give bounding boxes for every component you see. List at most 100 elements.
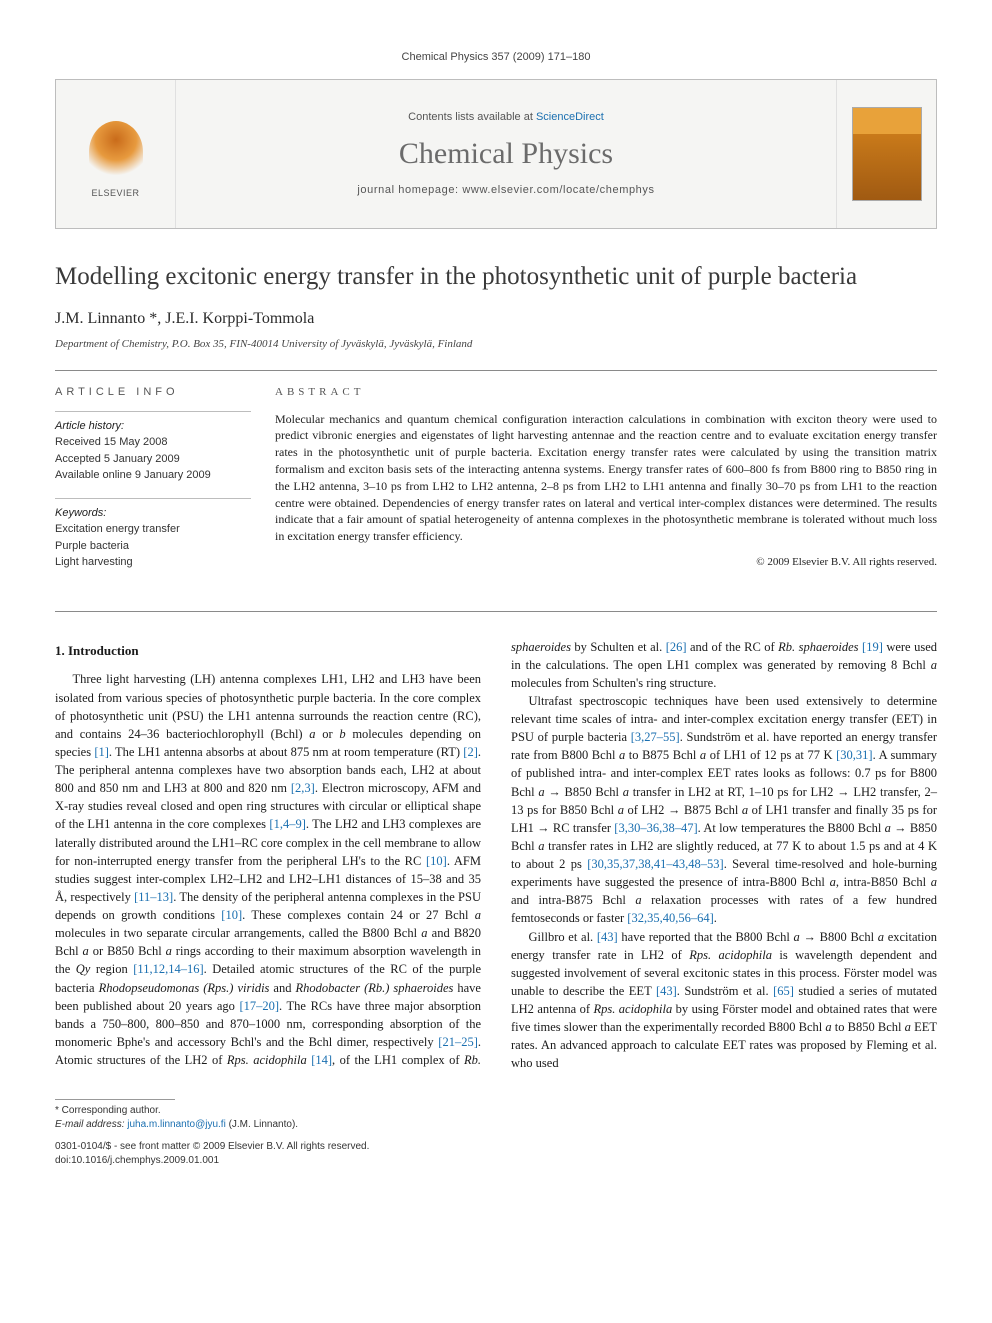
keyword-2: Purple bacteria	[55, 538, 251, 555]
abstract-column: ABSTRACT Molecular mechanics and quantum…	[275, 385, 937, 584]
publisher-name: ELSEVIER	[91, 187, 139, 200]
ref-17[interactable]: [30,35,37,38,41–43,48–53]	[587, 857, 723, 871]
journal-homepage-line: journal homepage: www.elsevier.com/locat…	[357, 183, 654, 198]
ref-11[interactable]: [14]	[311, 1053, 332, 1067]
history-online: Available online 9 January 2009	[55, 467, 251, 484]
abstract-heading: ABSTRACT	[275, 385, 937, 400]
keywords-block: Keywords: Excitation energy transfer Pur…	[55, 505, 251, 571]
p1-ital-qy: Qy	[76, 962, 91, 976]
history-received: Received 15 May 2008	[55, 434, 251, 451]
ref-9[interactable]: [17–20]	[239, 999, 279, 1013]
journal-masthead: ELSEVIER Contents lists available at Sci…	[55, 79, 937, 229]
p1-ital-rb: Rhodobacter (Rb.) sphaeroides	[296, 981, 454, 995]
abstract-copyright: © 2009 Elsevier B.V. All rights reserved…	[275, 555, 937, 570]
journal-homepage-url[interactable]: www.elsevier.com/locate/chemphys	[462, 184, 654, 196]
ref-14[interactable]: [3,27–55]	[631, 730, 680, 744]
running-header: Chemical Physics 357 (2009) 171–180	[55, 50, 937, 65]
doi-line: doi:10.1016/j.chemphys.2009.01.001	[55, 1154, 937, 1168]
ref-18[interactable]: [32,35,40,56–64]	[627, 911, 713, 925]
p3o: and intra-B875 Bchl	[511, 893, 635, 907]
p4a: Gillbro et al.	[529, 930, 597, 944]
sciencedirect-link[interactable]: ScienceDirect	[536, 111, 604, 123]
divider-bottom	[55, 611, 937, 612]
ref-4[interactable]: [1,4–9]	[269, 817, 305, 831]
p1m: or B850 Bchl	[89, 944, 166, 958]
info-abstract-row: ARTICLE INFO Article history: Received 1…	[55, 385, 937, 584]
journal-name: Chemical Physics	[399, 133, 613, 175]
p2d: , of the LH1 complex of	[332, 1053, 464, 1067]
p3f: → B850 Bchl	[545, 785, 623, 799]
p3q: .	[714, 911, 717, 925]
ref-2[interactable]: [2]	[463, 745, 478, 759]
keyword-3: Light harvesting	[55, 554, 251, 571]
front-matter-line: 0301-0104/$ - see front matter © 2009 El…	[55, 1140, 937, 1154]
corr-author-label: * Corresponding author.	[55, 1104, 937, 1118]
p1d: . The LH1 antenna absorbs at about 875 n…	[109, 745, 463, 759]
ref-7[interactable]: [10]	[221, 908, 242, 922]
keywords-label: Keywords:	[55, 505, 251, 522]
p1-ital-a2: a	[475, 908, 481, 922]
p1b: or	[316, 727, 340, 741]
divider-top	[55, 370, 937, 371]
homepage-prefix: journal homepage:	[357, 184, 462, 196]
elsevier-tree-icon	[89, 121, 143, 183]
ref-20[interactable]: [43]	[656, 984, 677, 998]
ref-12[interactable]: [26]	[666, 640, 687, 654]
p1-ital-rps: Rhodopseudomonas (Rps.) viridis	[99, 981, 270, 995]
article-info-column: ARTICLE INFO Article history: Received 1…	[55, 385, 275, 584]
ref-1[interactable]: [1]	[94, 745, 109, 759]
abstract-text: Molecular mechanics and quantum chemical…	[275, 411, 937, 545]
article-history-block: Article history: Received 15 May 2008 Ac…	[55, 418, 251, 484]
ref-5[interactable]: [10]	[426, 854, 447, 868]
ref-19[interactable]: [43]	[597, 930, 618, 944]
p3j: . At low temperatures the B800 Bchl	[698, 821, 885, 835]
corr-email-link[interactable]: juha.m.linnanto@jyu.fi	[127, 1119, 226, 1130]
article-info-heading: ARTICLE INFO	[55, 385, 251, 400]
p3-a10: a	[931, 875, 937, 889]
ref-10[interactable]: [21–25]	[438, 1035, 478, 1049]
p2a: accessory Bchl's and the Bchl dimer, res…	[177, 1035, 438, 1049]
p1q: and	[269, 981, 295, 995]
article-title: Modelling excitonic energy transfer in t…	[55, 259, 937, 294]
journal-cover-box	[836, 80, 936, 228]
p4f: . Sundström et al.	[677, 984, 773, 998]
affiliation: Department of Chemistry, P.O. Box 35, FI…	[55, 337, 937, 352]
history-accepted: Accepted 5 January 2009	[55, 451, 251, 468]
p4c: → B800 Bchl	[800, 930, 878, 944]
p4b: have reported that the B800 Bchl	[618, 930, 794, 944]
ref-3[interactable]: [2,3]	[291, 781, 315, 795]
elsevier-logo: ELSEVIER	[81, 109, 151, 199]
p4-ital2: Rps. acidophila	[593, 1002, 672, 1016]
footnote-rule	[55, 1099, 175, 1100]
p3c: to B875 Bchl	[625, 748, 700, 762]
p1k: molecules in two separate circular arran…	[55, 926, 421, 940]
ref-13[interactable]: [19]	[862, 640, 883, 654]
keyword-1: Excitation energy transfer	[55, 521, 251, 538]
ref-8[interactable]: [11,12,14–16]	[133, 962, 203, 976]
contents-prefix: Contents lists available at	[408, 111, 536, 123]
page-container: Chemical Physics 357 (2009) 171–180 ELSE…	[0, 0, 992, 1208]
corresponding-author-footnote: * Corresponding author. E-mail address: …	[55, 1104, 937, 1132]
body-text: 1. Introduction Three light harvesting (…	[55, 638, 937, 1073]
email-suffix: (J.M. Linnanto).	[226, 1119, 298, 1130]
ref-15[interactable]: [30,31]	[836, 748, 872, 762]
p4i: to B850 Bchl	[832, 1020, 905, 1034]
contents-available-line: Contents lists available at ScienceDirec…	[408, 110, 604, 125]
paragraph-3: Ultrafast spectroscopic techniques have …	[511, 692, 937, 928]
p2-ital1: Rps. acidophila	[227, 1053, 307, 1067]
info-divider-1	[55, 411, 251, 412]
email-label: E-mail address:	[55, 1119, 124, 1130]
author-list: J.M. Linnanto *, J.E.I. Korppi-Tommola	[55, 308, 937, 330]
p2e: by Schulten et al.	[571, 640, 666, 654]
corr-email-line: E-mail address: juha.m.linnanto@jyu.fi (…	[55, 1118, 937, 1132]
ref-6[interactable]: [11–13]	[134, 890, 173, 904]
ref-21[interactable]: [65]	[773, 984, 794, 998]
p1o: region	[90, 962, 133, 976]
p2-ital3: Rb. sphaeroides	[778, 640, 858, 654]
p4-ital1: Rps. acidophila	[689, 948, 772, 962]
ref-16[interactable]: [3,30–36,38–47]	[614, 821, 697, 835]
p3h: of LH2 → B875 Bchl	[624, 803, 742, 817]
section-1-heading: 1. Introduction	[55, 642, 481, 661]
p3n: , intra-B850 Bchl	[836, 875, 931, 889]
journal-cover-thumbnail	[852, 107, 922, 201]
